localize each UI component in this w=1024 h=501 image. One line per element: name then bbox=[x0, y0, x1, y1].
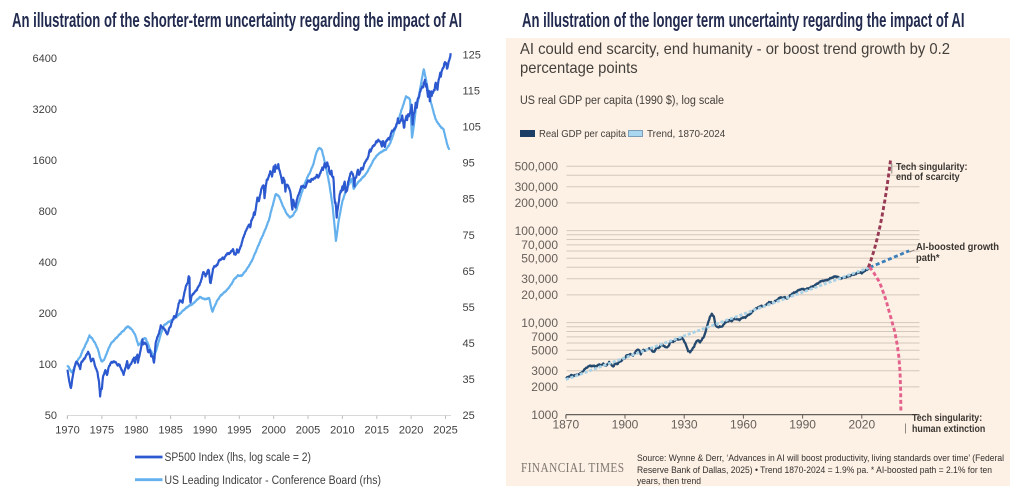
svg-text:2005: 2005 bbox=[296, 424, 320, 436]
svg-text:200,000: 200,000 bbox=[515, 196, 559, 210]
svg-text:2000: 2000 bbox=[531, 380, 558, 394]
svg-text:1900: 1900 bbox=[612, 417, 639, 431]
svg-text:25: 25 bbox=[463, 410, 475, 422]
svg-text:2025: 2025 bbox=[433, 424, 457, 436]
svg-text:1975: 1975 bbox=[90, 424, 114, 436]
svg-text:500,000: 500,000 bbox=[515, 160, 559, 174]
svg-text:30,000: 30,000 bbox=[521, 272, 558, 286]
svg-text:1995: 1995 bbox=[227, 424, 251, 436]
svg-text:115: 115 bbox=[463, 86, 481, 98]
svg-text:1970: 1970 bbox=[55, 424, 79, 436]
svg-text:1600: 1600 bbox=[33, 155, 57, 167]
svg-text:1985: 1985 bbox=[158, 424, 182, 436]
svg-text:6400: 6400 bbox=[33, 53, 57, 65]
svg-text:3200: 3200 bbox=[33, 104, 57, 116]
svg-text:50,000: 50,000 bbox=[521, 252, 558, 266]
svg-text:800: 800 bbox=[39, 206, 57, 218]
svg-text:35: 35 bbox=[463, 374, 475, 386]
svg-text:1930: 1930 bbox=[671, 417, 698, 431]
svg-text:100,000: 100,000 bbox=[515, 224, 559, 238]
svg-text:2010: 2010 bbox=[330, 424, 354, 436]
svg-text:1870: 1870 bbox=[552, 417, 579, 431]
svg-text:50: 50 bbox=[45, 410, 57, 422]
svg-text:10,000: 10,000 bbox=[521, 316, 558, 330]
svg-text:2020: 2020 bbox=[399, 424, 423, 436]
svg-text:55: 55 bbox=[463, 302, 475, 314]
svg-text:45: 45 bbox=[463, 338, 475, 350]
svg-text:105: 105 bbox=[463, 122, 481, 134]
svg-text:SP500 Index (lhs, log scale =: SP500 Index (lhs, log scale = 2) bbox=[165, 451, 312, 464]
svg-text:95: 95 bbox=[463, 158, 475, 170]
svg-text:1990: 1990 bbox=[193, 424, 217, 436]
svg-text:85: 85 bbox=[463, 194, 475, 206]
svg-text:5000: 5000 bbox=[531, 344, 558, 358]
svg-text:1990: 1990 bbox=[789, 417, 816, 431]
svg-text:1000: 1000 bbox=[531, 408, 558, 422]
svg-text:100: 100 bbox=[39, 359, 57, 371]
svg-text:2000: 2000 bbox=[261, 424, 285, 436]
svg-text:65: 65 bbox=[463, 266, 475, 278]
svg-text:200: 200 bbox=[39, 308, 57, 320]
svg-text:300,000: 300,000 bbox=[515, 180, 559, 194]
svg-text:400: 400 bbox=[39, 257, 57, 269]
svg-text:US Leading Indicator - Confere: US Leading Indicator - Conference Board … bbox=[165, 474, 382, 487]
svg-text:1960: 1960 bbox=[730, 417, 757, 431]
svg-text:125: 125 bbox=[463, 50, 481, 62]
svg-text:7000: 7000 bbox=[531, 330, 558, 344]
svg-text:2015: 2015 bbox=[365, 424, 389, 436]
svg-text:70,000: 70,000 bbox=[521, 238, 558, 252]
svg-text:75: 75 bbox=[463, 230, 475, 242]
svg-text:1980: 1980 bbox=[124, 424, 148, 436]
svg-text:2020: 2020 bbox=[848, 417, 875, 431]
svg-text:3000: 3000 bbox=[531, 364, 558, 378]
svg-text:20,000: 20,000 bbox=[521, 288, 558, 302]
